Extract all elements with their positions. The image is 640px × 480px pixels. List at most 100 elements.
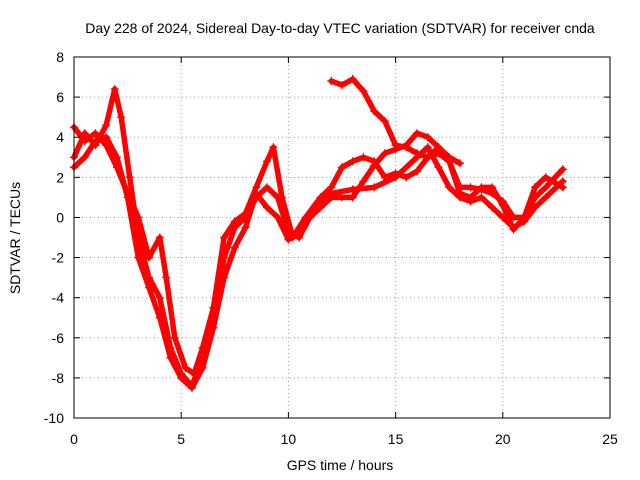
data-point-track-a-19 <box>262 183 271 192</box>
data-point-track-b-15 <box>220 233 229 242</box>
data-point-track-b-32 <box>402 173 411 182</box>
data-point-track-c-29 <box>423 143 432 152</box>
data-point-track-c-19 <box>273 213 282 222</box>
data-point-track-a-34 <box>423 133 432 142</box>
data-point-track-d-0 <box>327 77 336 86</box>
data-point-track-a-33 <box>413 129 422 138</box>
plot-data-area <box>70 75 567 392</box>
data-point-track-b-10 <box>170 333 179 342</box>
x-axis-label: GPS time / hours <box>287 457 394 473</box>
data-point-track-c-40 <box>541 193 550 202</box>
data-point-track-c-39 <box>530 203 539 212</box>
data-point-track-c-36 <box>498 213 507 222</box>
grid-lines <box>74 57 610 418</box>
data-point-track-d-1 <box>338 81 346 90</box>
data-point-track-c-20 <box>284 235 293 244</box>
y-tick-labels: -10 -8 -6 -4 -2 0 2 4 6 8 <box>44 49 64 426</box>
x-tick-label: 5 <box>177 431 185 447</box>
data-point-track-c-27 <box>391 173 400 182</box>
data-point-track-c-38 <box>520 217 529 226</box>
data-point-track-c-30 <box>434 163 443 172</box>
data-point-track-b-21 <box>277 193 286 202</box>
data-point-track-b-27 <box>348 157 357 166</box>
data-point-track-c-11 <box>187 383 196 392</box>
y-tick-label: -2 <box>52 250 65 266</box>
data-point-track-c-1 <box>80 153 89 162</box>
data-point-track-b-28 <box>359 153 368 162</box>
data-point-track-c-12 <box>198 363 207 372</box>
data-point-track-c-9 <box>166 353 175 362</box>
data-point-track-b-45 <box>541 173 550 182</box>
chart-title: Day 228 of 2024, Sidereal Day-to-day VTE… <box>85 20 595 36</box>
axis-ticks <box>73 56 611 419</box>
x-tick-label: 20 <box>495 431 511 447</box>
data-point-track-a-27 <box>348 193 357 202</box>
data-point-track-b-29 <box>370 157 379 166</box>
data-point-track-c-35 <box>488 203 497 212</box>
data-point-track-c-37 <box>509 223 518 232</box>
data-point-track-b-7 <box>145 253 154 262</box>
data-point-track-c-15 <box>230 243 239 252</box>
data-point-track-c-8 <box>155 313 164 322</box>
data-point-track-b-19 <box>262 157 271 166</box>
data-point-track-c-23 <box>316 197 325 206</box>
x-tick-label: 15 <box>388 431 404 447</box>
y-tick-label: -6 <box>52 330 65 346</box>
y-tick-label: 4 <box>56 129 64 145</box>
data-point-track-b-6 <box>134 213 143 222</box>
data-point-track-c-31 <box>445 183 454 192</box>
data-point-track-d-5 <box>380 117 389 126</box>
data-point-track-a-26 <box>338 193 346 202</box>
data-point-track-a-3 <box>102 121 111 130</box>
plot-frame <box>73 56 611 419</box>
data-point-track-a-30 <box>380 149 389 158</box>
data-point-track-d-2 <box>348 75 357 84</box>
data-point-track-b-40 <box>488 183 497 192</box>
data-point-track-d-4 <box>370 107 379 116</box>
data-point-track-b-41 <box>498 201 507 210</box>
data-point-track-a-45 <box>541 183 550 192</box>
data-point-track-c-26 <box>370 183 379 192</box>
data-point-track-a-4 <box>110 85 119 94</box>
data-point-track-b-8 <box>155 233 164 242</box>
data-point-track-d-10 <box>434 143 443 152</box>
data-point-track-c-7 <box>145 283 154 292</box>
series-track-b-trace <box>71 124 566 377</box>
data-point-track-c-4 <box>112 153 121 162</box>
data-point-track-c-25 <box>348 185 357 194</box>
data-point-track-c-13 <box>209 323 218 332</box>
data-point-track-a-9 <box>155 293 164 302</box>
y-tick-label: 8 <box>56 49 64 65</box>
data-point-track-a-38 <box>466 183 475 192</box>
data-point-track-c-18 <box>262 203 271 212</box>
data-point-track-a-5 <box>117 113 126 122</box>
y-tick-label: 0 <box>56 209 64 225</box>
data-point-track-b-2 <box>91 129 100 138</box>
data-point-track-b-20 <box>269 143 278 152</box>
data-point-track-b-39 <box>477 183 486 192</box>
data-point-track-c-41 <box>558 177 567 186</box>
y-tick-label: 2 <box>56 169 64 185</box>
data-point-track-c-14 <box>220 273 229 282</box>
y-tick-label: -4 <box>52 290 65 306</box>
y-tick-label: -8 <box>52 370 65 386</box>
data-point-track-d-12 <box>455 159 464 168</box>
data-point-track-a-46 <box>558 165 567 174</box>
data-point-track-c-33 <box>466 197 475 206</box>
data-point-track-b-33 <box>413 167 422 176</box>
data-point-track-c-32 <box>455 193 464 202</box>
y-tick-label: 6 <box>56 89 64 105</box>
data-point-track-c-22 <box>305 209 314 218</box>
data-point-track-c-24 <box>327 189 336 198</box>
data-point-track-c-17 <box>252 189 261 198</box>
data-point-track-d-7 <box>402 143 411 152</box>
data-point-track-c-6 <box>134 253 143 262</box>
data-point-track-d-8 <box>413 149 422 158</box>
series-track-a-trace <box>71 86 566 389</box>
data-point-track-c-34 <box>477 193 486 202</box>
data-point-track-c-16 <box>241 223 250 232</box>
data-point-track-b-16 <box>230 217 239 226</box>
y-tick-label: -10 <box>44 410 64 426</box>
x-tick-label: 10 <box>281 431 297 447</box>
